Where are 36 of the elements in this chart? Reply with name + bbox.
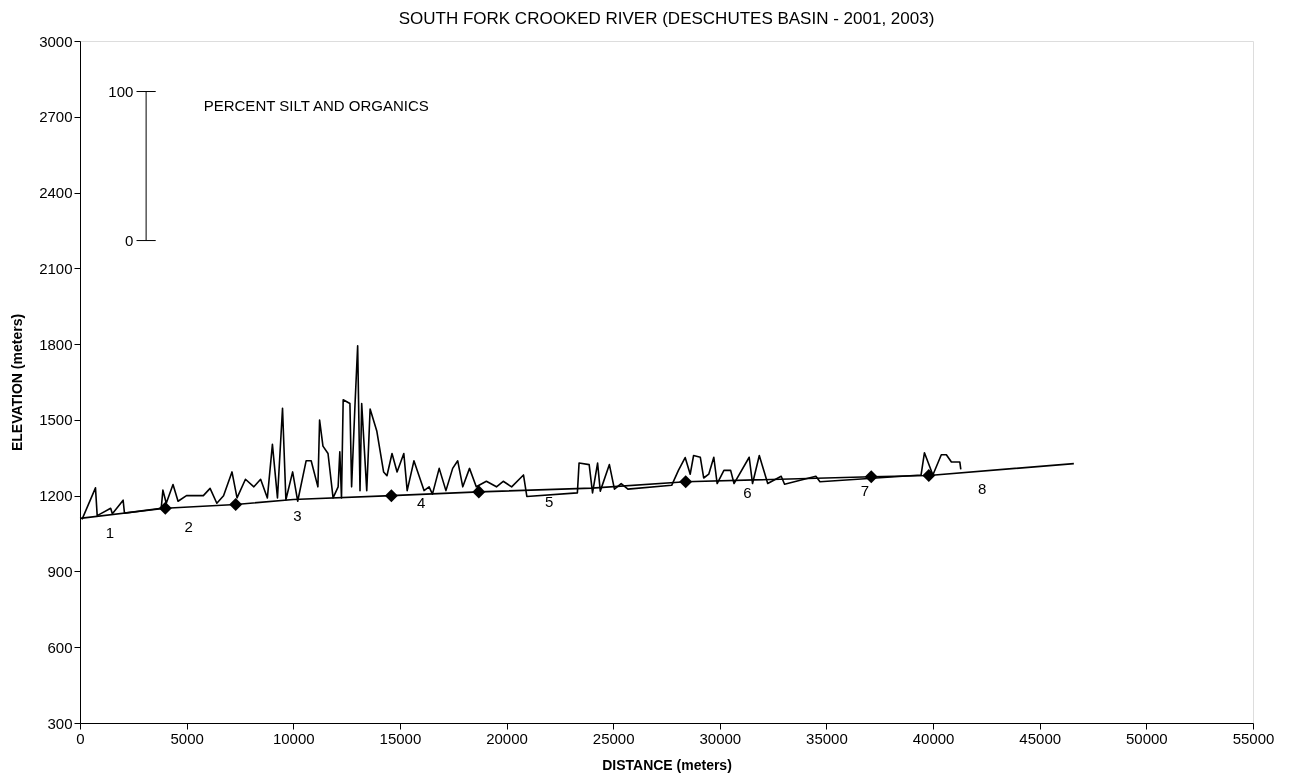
x-tick-label: 0 xyxy=(76,729,85,747)
x-axis-title: DISTANCE (meters) xyxy=(602,756,732,773)
x-tick-label: 50000 xyxy=(1126,729,1168,747)
annotation: PERCENT SILT AND ORGANICS xyxy=(203,96,429,114)
annotation: 0 xyxy=(124,231,134,249)
y-tick-label: 1500 xyxy=(39,411,73,429)
y-tick-label: 3000 xyxy=(39,32,73,50)
x-tick-label: 20000 xyxy=(486,729,528,747)
x-tick-label: 40000 xyxy=(912,729,955,747)
annotation: 6 xyxy=(743,484,752,502)
x-tick-label: 25000 xyxy=(592,729,635,747)
y-tick-label: 2400 xyxy=(39,184,73,202)
x-tick-label: 45000 xyxy=(1019,729,1062,747)
annotation: 3 xyxy=(293,506,302,524)
annotation: 4 xyxy=(417,494,426,512)
y-tick-label: 1200 xyxy=(39,487,73,505)
y-tick-label: 2700 xyxy=(39,108,73,126)
x-tick-label: 35000 xyxy=(806,729,848,747)
y-tick-label: 600 xyxy=(47,638,73,656)
y-tick-label: 2100 xyxy=(39,259,73,277)
x-tick-label: 30000 xyxy=(699,729,742,747)
y-tick-label: 1800 xyxy=(39,335,73,353)
annotation: 100 xyxy=(108,82,134,100)
y-axis-title: ELEVATION (meters) xyxy=(9,313,26,452)
x-tick-label: 55000 xyxy=(1232,729,1275,747)
chart-title: SOUTH FORK CROOKED RIVER (DESCHUTES BASIN - 2001, 2003) xyxy=(398,9,935,28)
annotation: 2 xyxy=(184,517,193,535)
x-tick-label: 5000 xyxy=(170,729,204,747)
y-tick-label: 300 xyxy=(47,714,73,732)
x-tick-label: 15000 xyxy=(379,729,422,747)
annotation: 5 xyxy=(545,493,554,511)
annotation: 7 xyxy=(860,482,870,500)
x-tick-label: 10000 xyxy=(272,729,315,747)
annotation: 8 xyxy=(977,480,987,498)
y-tick-label: 900 xyxy=(47,562,73,580)
annotation: 1 xyxy=(105,523,115,541)
